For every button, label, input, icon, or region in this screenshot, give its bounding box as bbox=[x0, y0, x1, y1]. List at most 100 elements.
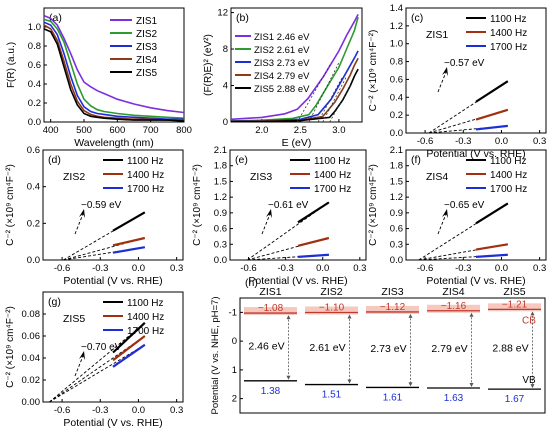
y-tick-label: 0 bbox=[232, 336, 237, 347]
gap-label: 2.73 eV bbox=[370, 343, 406, 355]
cb-value: −1.21 bbox=[502, 299, 528, 310]
y-tick-label: 0.9 bbox=[214, 208, 227, 219]
y-tick-label: 0.9 bbox=[390, 208, 403, 219]
extrapolation-line bbox=[63, 211, 146, 261]
cb-band bbox=[366, 305, 419, 314]
y-tick-label: 1.0 bbox=[28, 22, 41, 33]
y-tick-label: 0.6 bbox=[390, 224, 403, 235]
sample-label: ZIS3 bbox=[250, 171, 272, 183]
vb-value: 1.51 bbox=[322, 390, 342, 401]
x-tick-label: -0.6 bbox=[54, 263, 70, 274]
sample-label: ZIS5 bbox=[63, 313, 85, 325]
annotation-arrow bbox=[437, 213, 447, 235]
x-axis-label: Potential (V vs. RHE) bbox=[426, 275, 525, 287]
tangent-line bbox=[296, 62, 332, 123]
plot-frame bbox=[229, 149, 367, 261]
plot-frame bbox=[405, 149, 547, 261]
x-tick-label: -0.6 bbox=[417, 136, 433, 147]
gap-label: 2.79 eV bbox=[431, 343, 467, 355]
x-tick-label: -0.6 bbox=[417, 263, 433, 274]
x-axis-label: Wavelength (nm) bbox=[74, 137, 154, 149]
legend-label: ZIS1 bbox=[136, 16, 158, 27]
x-tick-label: -0.3 bbox=[455, 136, 471, 147]
x-tick-label: -0.3 bbox=[455, 263, 471, 274]
series-line-1400hz bbox=[112, 335, 146, 362]
category-label: ZIS4 bbox=[442, 286, 464, 298]
gap-label: 2.88 eV bbox=[492, 343, 528, 355]
panel-tag: (d) bbox=[48, 154, 61, 166]
legend-label: ZIS4 bbox=[136, 55, 158, 66]
legend-label: 1400 Hz bbox=[127, 312, 164, 323]
series-line-1100hz bbox=[297, 201, 330, 224]
cb-band bbox=[488, 303, 541, 312]
legend-label: 1100 Hz bbox=[127, 298, 164, 309]
gap-label: 2.61 eV bbox=[309, 342, 345, 354]
legend-label: ZIS3 bbox=[136, 42, 158, 53]
legend-label: 1700 Hz bbox=[127, 184, 164, 195]
y-tick-label: 12 bbox=[217, 8, 228, 19]
y-tick-label: 0.6 bbox=[214, 224, 227, 235]
legend-label: 1100 Hz bbox=[490, 156, 527, 167]
y-tick-label: 0.06 bbox=[22, 331, 41, 342]
legend-label: ZIS2 2.61 eV bbox=[254, 45, 310, 56]
series-line-zis5 bbox=[43, 28, 185, 122]
x-axis-label: Potential (V vs. RHE) bbox=[248, 275, 347, 287]
y-tick-label: 0.08 bbox=[22, 309, 41, 320]
tangent-line bbox=[329, 85, 351, 123]
annotation-arrow bbox=[74, 213, 84, 235]
legend-label: 1100 Hz bbox=[490, 14, 527, 25]
y-tick-label: 0.02 bbox=[22, 375, 41, 386]
y-tick-label: 1.8 bbox=[214, 161, 227, 172]
panel-tag: (c) bbox=[411, 12, 423, 24]
arrowhead bbox=[79, 209, 85, 218]
arrowhead bbox=[408, 382, 413, 387]
y-tick-label: 4 bbox=[223, 81, 228, 92]
legend-label: 1400 Hz bbox=[490, 170, 527, 181]
cb-band bbox=[244, 307, 297, 316]
x-tick-label: 2.5 bbox=[294, 125, 307, 136]
x-tick-label: 0.0 bbox=[132, 405, 145, 416]
y-axis-label: C⁻² (×10⁹ cm⁴F⁻²) bbox=[192, 164, 203, 246]
y-axis-label: C⁻² (×10⁹ cm⁴F⁻²) bbox=[5, 306, 16, 388]
legend-label: ZIS4 2.79 eV bbox=[254, 71, 310, 82]
series-line-1700hz bbox=[297, 253, 329, 258]
x-tick-label: 400 bbox=[43, 125, 59, 136]
x-axis-label: E (eV) bbox=[282, 137, 312, 149]
y-tick-label: 0.0 bbox=[390, 255, 403, 266]
arrowhead bbox=[442, 67, 448, 76]
extrapolation-line bbox=[49, 322, 146, 403]
panel-tag: (f) bbox=[411, 154, 421, 166]
series-line-1700hz bbox=[112, 343, 146, 368]
panel-g: -0.6 -0.3 0.0 0.3 0.00 0.02 0.04 0.06 0.08 (g) Pot… bbox=[5, 291, 184, 429]
series-line-1400hz bbox=[475, 243, 508, 251]
plot-frame bbox=[42, 291, 184, 403]
category-label: ZIS3 bbox=[381, 286, 403, 298]
intercept-annotation: −0.57 eV bbox=[444, 58, 485, 69]
legend-label: 1700 Hz bbox=[490, 42, 527, 53]
panel-c: -0.6 -0.3 0.0 0.3 0.0 0.2 0.4 0.6 0.8 1.0 1.2 1.4 (c… bbox=[368, 3, 547, 160]
extrapolation-line bbox=[247, 202, 330, 261]
panel-h: -1 0 1 2 (h) Potential (V vs. NHE, pH=7) ZIS1 −… bbox=[210, 277, 546, 415]
annotation-arrow bbox=[74, 355, 84, 377]
legend-label: ZIS5 bbox=[136, 68, 158, 79]
cb-band bbox=[427, 304, 480, 313]
y-tick-label: 0.2 bbox=[390, 110, 403, 121]
y-tick-label: 1.5 bbox=[390, 176, 403, 187]
legend-label: 1400 Hz bbox=[490, 28, 527, 39]
legend-label: 1700 Hz bbox=[127, 326, 164, 337]
arrowhead bbox=[347, 379, 352, 384]
vb-tag: VB bbox=[522, 375, 536, 386]
legend-label: 1700 Hz bbox=[490, 184, 527, 195]
y-tick-label: 0.6 bbox=[28, 60, 41, 71]
cb-value: −1.16 bbox=[441, 301, 467, 312]
y-axis-label: F(R) (a.u.) bbox=[6, 42, 17, 88]
y-tick-label: 1.8 bbox=[390, 161, 403, 172]
series-line-zis2 bbox=[230, 16, 359, 122]
x-tick-label: -0.6 bbox=[240, 263, 256, 274]
vb-value: 1.38 bbox=[261, 386, 281, 397]
y-tick-label: 1 bbox=[232, 365, 237, 376]
series-line-1700hz bbox=[475, 124, 508, 131]
annotation-arrow bbox=[437, 71, 447, 93]
sample-label: ZIS2 bbox=[63, 171, 85, 183]
x-tick-label: 0.3 bbox=[533, 263, 546, 274]
